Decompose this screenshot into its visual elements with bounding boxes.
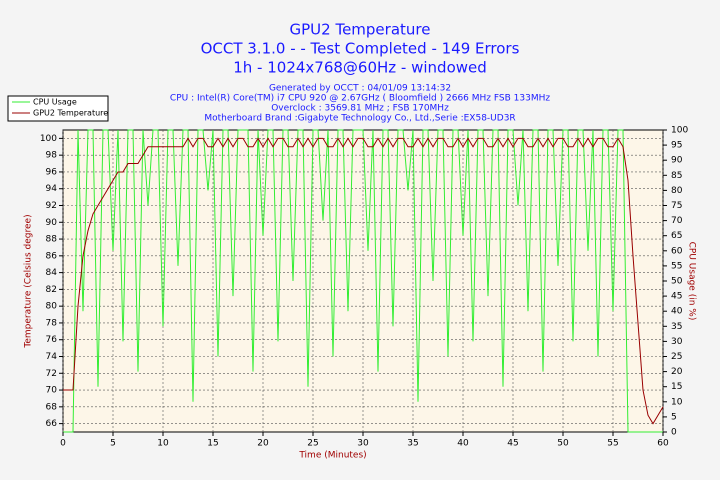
chart-subtitle: Overclock : 3569.81 MHz ; FSB 170MHz (271, 104, 449, 114)
data-line (63, 137, 664, 425)
chart-title: GPU2 Temperature (290, 21, 431, 39)
y2-tick-label: 0 (671, 428, 677, 438)
y-tick-label: 84 (46, 268, 58, 278)
y2-tick-label: 5 (671, 412, 677, 422)
y-tick-label: 86 (46, 251, 58, 261)
y2-tick-label: 70 (671, 216, 683, 226)
y2-tick-label: 45 (671, 292, 682, 302)
y-tick-label: 94 (46, 184, 58, 194)
y-tick-label: 82 (46, 285, 57, 295)
y2-axis-label: CPU Usage (in %) (687, 242, 697, 321)
y2-tick-label: 50 (671, 277, 683, 287)
chart-title: OCCT 3.1.0 - - Test Completed - 149 Erro… (201, 40, 520, 58)
y2-tick-label: 60 (671, 246, 683, 256)
y2-tick-label: 55 (671, 261, 682, 271)
y2-tick-label: 90 (671, 156, 683, 166)
y-tick-label: 92 (46, 201, 57, 211)
x-tick-label: 0 (60, 439, 66, 449)
y2-tick-label: 35 (671, 322, 682, 332)
legend-label: GPU2 Temperature (33, 109, 108, 118)
y-tick-label: 70 (46, 386, 58, 396)
y-tick-label: 96 (46, 167, 58, 177)
y2-tick-label: 20 (671, 367, 683, 377)
y-tick-label: 90 (46, 218, 58, 228)
chart-subtitle: CPU : Intel(R) Core(TM) i7 CPU 920 @ 2.6… (170, 94, 550, 104)
y-tick-label: 66 (46, 419, 58, 429)
x-tick-label: 10 (157, 439, 169, 449)
plot-area (62, 129, 664, 433)
y2-tick-label: 75 (671, 201, 682, 211)
x-tick-label: 35 (407, 439, 418, 449)
x-tick-label: 45 (507, 439, 518, 449)
y-axis-label: Temperature (Celsius degree) (24, 214, 34, 348)
y2-tick-label: 25 (671, 352, 682, 362)
x-tick-label: 40 (457, 439, 469, 449)
y2-tick-label: 65 (671, 231, 682, 241)
y2-tick-label: 40 (671, 307, 683, 317)
x-tick-label: 25 (307, 439, 318, 449)
x-axis-label: Time (Minutes) (298, 451, 366, 461)
x-tick-label: 20 (257, 439, 269, 449)
chart-subtitle: Motherboard Brand :Gigabyte Technology C… (204, 114, 515, 124)
x-tick-label: 30 (357, 439, 369, 449)
x-tick-label: 55 (607, 439, 618, 449)
chart-title: 1h - 1024x768@60Hz - windowed (233, 59, 487, 77)
y2-tick-label: 80 (671, 186, 683, 196)
data-line (63, 129, 663, 433)
y2-tick-label: 95 (671, 141, 682, 151)
y-tick-label: 100 (40, 134, 57, 144)
x-tick-label: 15 (207, 439, 218, 449)
legend (7, 95, 109, 122)
y2-tick-label: 10 (671, 397, 683, 407)
y-tick-label: 78 (46, 318, 58, 328)
y2-tick-label: 30 (671, 337, 683, 347)
y2-tick-label: 100 (671, 126, 688, 136)
y2-tick-label: 15 (671, 382, 682, 392)
y-tick-label: 76 (46, 335, 58, 345)
y-tick-label: 74 (46, 352, 58, 362)
x-tick-label: 5 (110, 439, 116, 449)
x-tick-label: 60 (657, 439, 669, 449)
lines (63, 129, 664, 433)
y-tick-label: 80 (46, 302, 58, 312)
y2-tick-label: 85 (671, 171, 682, 181)
x-tick-label: 50 (557, 439, 569, 449)
y-tick-label: 68 (46, 402, 58, 412)
chart-subtitle: Generated by OCCT : 04/01/09 13:14:32 (269, 84, 451, 94)
y-tick-label: 72 (46, 369, 57, 379)
y-tick-label: 98 (46, 151, 58, 161)
legend-label: CPU Usage (33, 98, 77, 107)
y-tick-label: 88 (46, 235, 58, 245)
